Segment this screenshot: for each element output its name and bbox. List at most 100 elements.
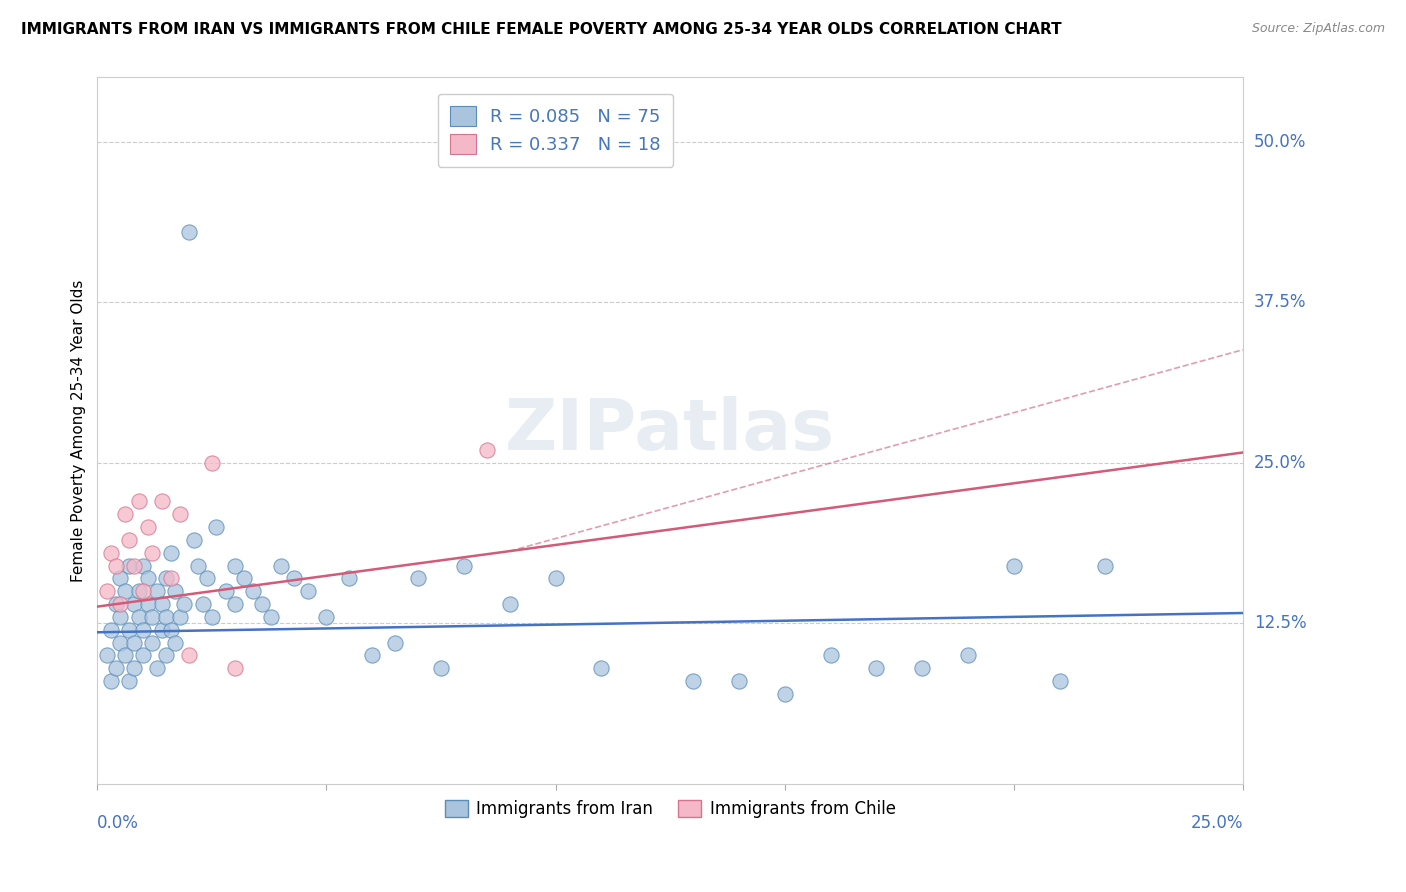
Point xyxy=(132,648,155,663)
Point xyxy=(155,571,177,585)
Point xyxy=(155,648,177,663)
Point xyxy=(132,623,155,637)
Point xyxy=(201,610,224,624)
Point xyxy=(159,623,181,637)
Point xyxy=(214,584,236,599)
Point xyxy=(430,661,453,675)
Legend: Immigrants from Iran, Immigrants from Chile: Immigrants from Iran, Immigrants from Ch… xyxy=(437,794,903,825)
Point xyxy=(911,661,934,675)
Point xyxy=(682,674,704,689)
Y-axis label: Female Poverty Among 25-34 Year Olds: Female Poverty Among 25-34 Year Olds xyxy=(72,279,86,582)
Point xyxy=(146,661,169,675)
Point xyxy=(1049,674,1071,689)
Point xyxy=(224,597,246,611)
Point xyxy=(110,597,132,611)
Point xyxy=(159,546,181,560)
Point xyxy=(132,558,155,573)
Point xyxy=(136,571,159,585)
Point xyxy=(297,584,319,599)
Point xyxy=(118,533,141,547)
Text: 25.0%: 25.0% xyxy=(1191,814,1243,832)
Point xyxy=(169,610,191,624)
Point xyxy=(128,494,150,508)
Point xyxy=(165,635,187,649)
Point xyxy=(201,456,224,470)
Point xyxy=(183,533,205,547)
Point xyxy=(1002,558,1025,573)
Point xyxy=(337,571,360,585)
Point xyxy=(150,597,173,611)
Point xyxy=(114,584,136,599)
Text: 50.0%: 50.0% xyxy=(1254,133,1306,151)
Point xyxy=(173,597,195,611)
Point xyxy=(224,661,246,675)
Point xyxy=(242,584,264,599)
Point xyxy=(128,610,150,624)
Point xyxy=(315,610,337,624)
Point xyxy=(96,584,118,599)
Text: 0.0%: 0.0% xyxy=(97,814,139,832)
Point xyxy=(283,571,305,585)
Point xyxy=(499,597,522,611)
Point xyxy=(122,558,145,573)
Text: 37.5%: 37.5% xyxy=(1254,293,1306,311)
Point xyxy=(104,597,127,611)
Point xyxy=(252,597,274,611)
Point xyxy=(150,494,173,508)
Point xyxy=(195,571,218,585)
Point xyxy=(118,558,141,573)
Point xyxy=(820,648,842,663)
Point xyxy=(270,558,292,573)
Point xyxy=(544,571,567,585)
Point xyxy=(100,674,122,689)
Point xyxy=(260,610,283,624)
Point xyxy=(141,610,163,624)
Point xyxy=(96,648,118,663)
Point xyxy=(128,584,150,599)
Point xyxy=(104,558,127,573)
Point xyxy=(956,648,979,663)
Point xyxy=(1094,558,1116,573)
Point xyxy=(110,610,132,624)
Point xyxy=(177,225,200,239)
Point xyxy=(165,584,187,599)
Point xyxy=(114,507,136,521)
Point xyxy=(187,558,209,573)
Point xyxy=(118,674,141,689)
Point xyxy=(122,597,145,611)
Point xyxy=(773,687,796,701)
Point xyxy=(224,558,246,573)
Point xyxy=(114,648,136,663)
Point xyxy=(136,597,159,611)
Point xyxy=(100,546,122,560)
Point xyxy=(191,597,214,611)
Point xyxy=(361,648,384,663)
Point xyxy=(475,442,498,457)
Point xyxy=(728,674,751,689)
Text: Source: ZipAtlas.com: Source: ZipAtlas.com xyxy=(1251,22,1385,36)
Point xyxy=(132,584,155,599)
Point xyxy=(406,571,429,585)
Point xyxy=(122,661,145,675)
Point xyxy=(141,546,163,560)
Text: IMMIGRANTS FROM IRAN VS IMMIGRANTS FROM CHILE FEMALE POVERTY AMONG 25-34 YEAR OL: IMMIGRANTS FROM IRAN VS IMMIGRANTS FROM … xyxy=(21,22,1062,37)
Point xyxy=(141,635,163,649)
Point xyxy=(591,661,613,675)
Text: 12.5%: 12.5% xyxy=(1254,615,1306,632)
Point xyxy=(100,623,122,637)
Point xyxy=(104,661,127,675)
Point xyxy=(865,661,887,675)
Point xyxy=(453,558,475,573)
Point xyxy=(177,648,200,663)
Point xyxy=(169,507,191,521)
Point xyxy=(233,571,256,585)
Point xyxy=(159,571,181,585)
Point xyxy=(146,584,169,599)
Text: 25.0%: 25.0% xyxy=(1254,454,1306,472)
Point xyxy=(384,635,406,649)
Point xyxy=(122,635,145,649)
Text: ZIPatlas: ZIPatlas xyxy=(505,396,835,465)
Point xyxy=(110,635,132,649)
Point xyxy=(205,520,228,534)
Point xyxy=(136,520,159,534)
